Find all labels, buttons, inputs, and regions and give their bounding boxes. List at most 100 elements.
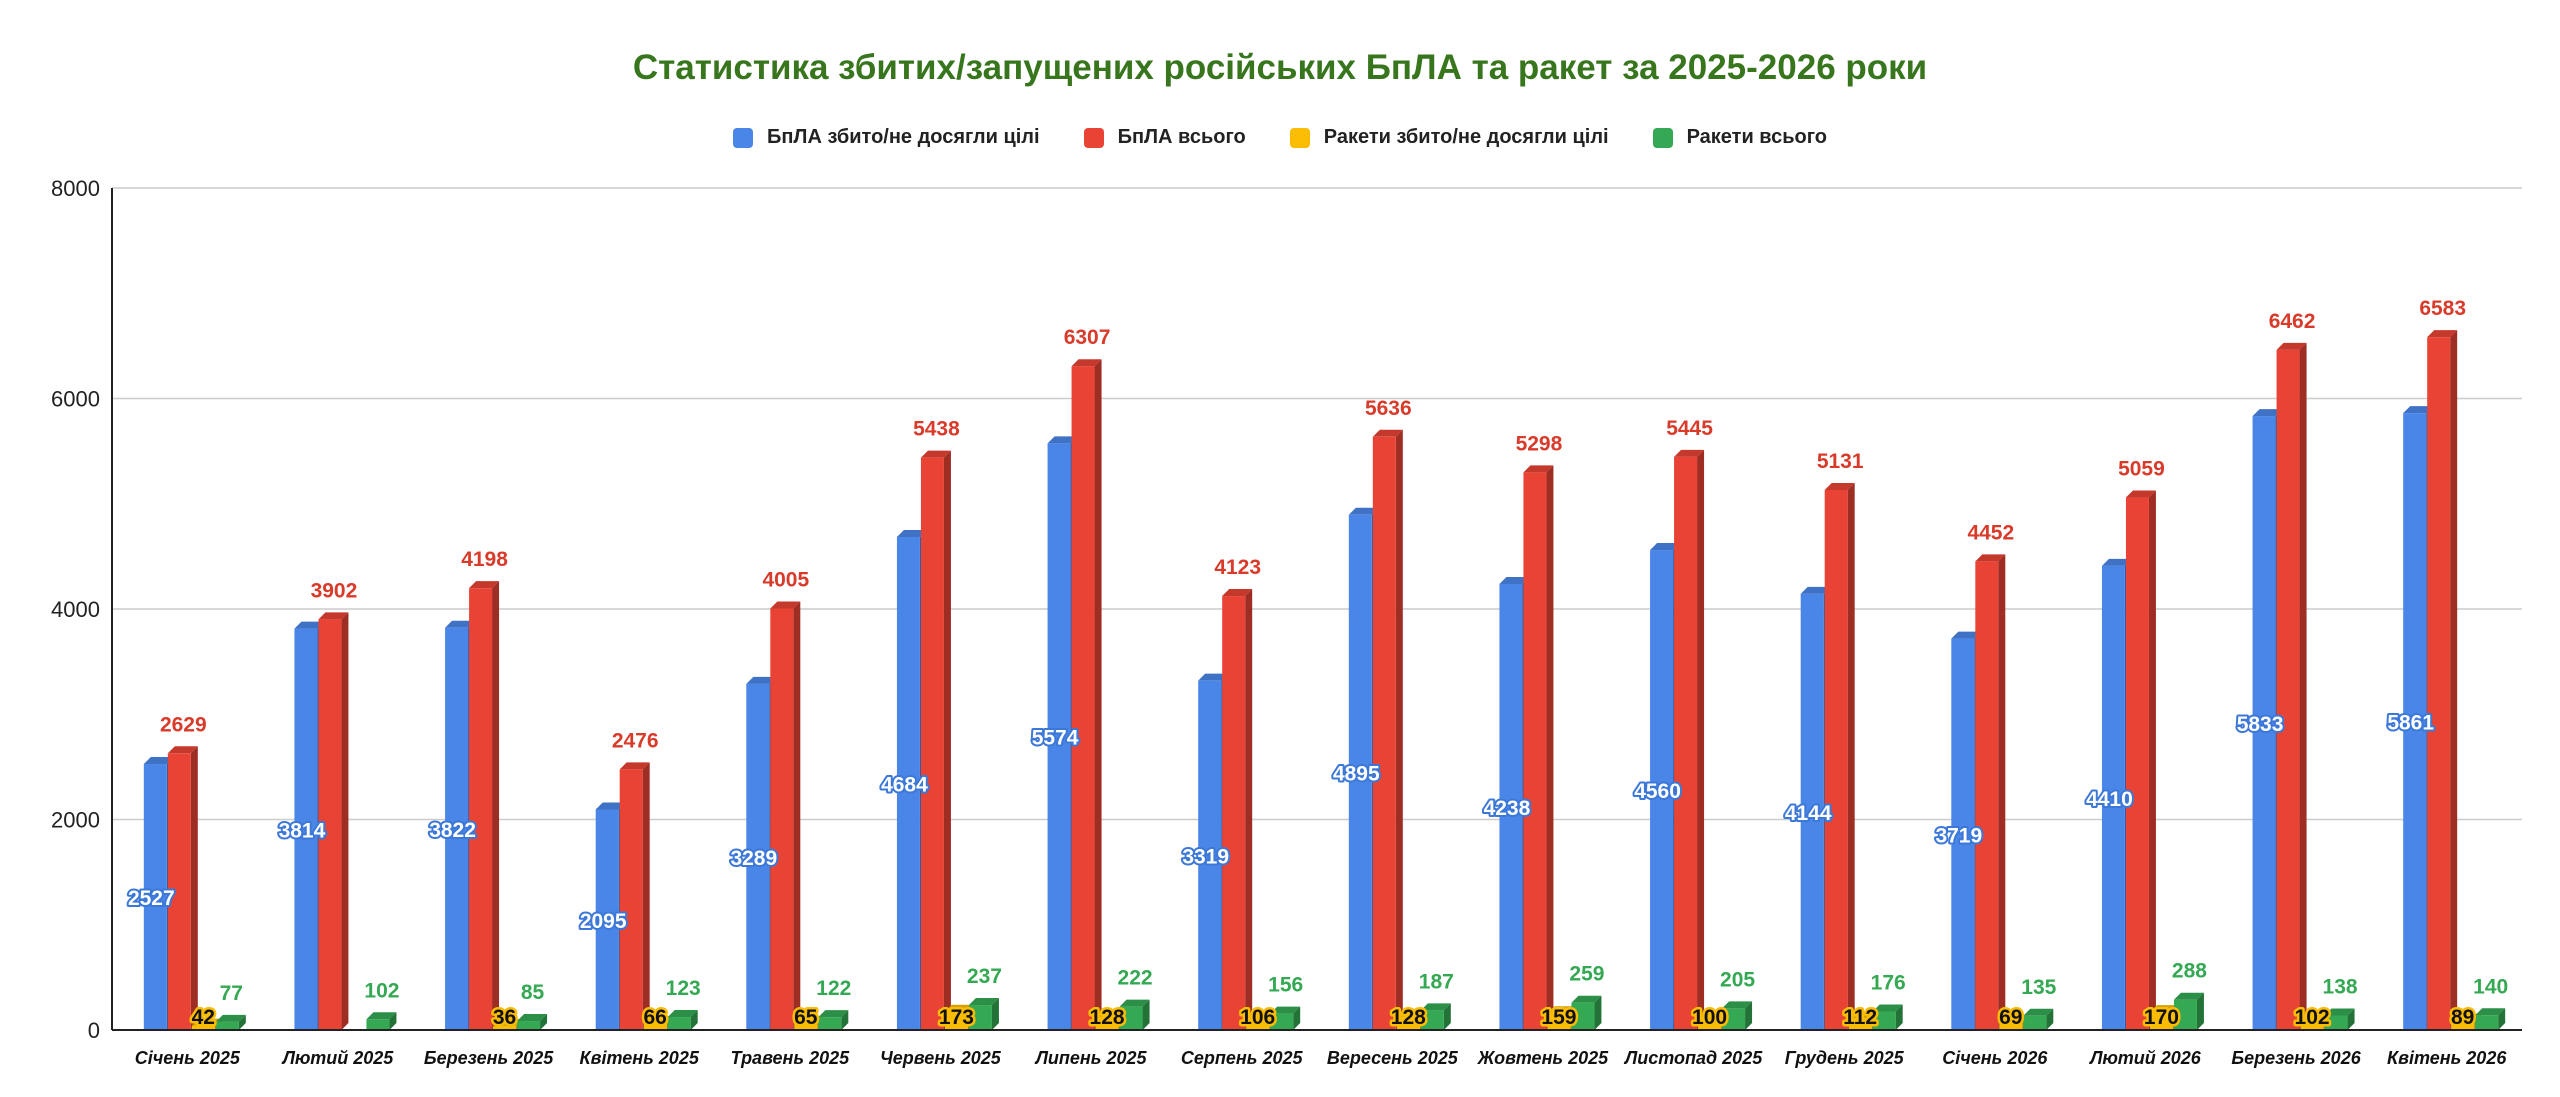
x-tick-label: Січень 2026 (1942, 1048, 2048, 1068)
data-label: 65 (794, 1006, 818, 1029)
bar (1420, 1010, 1444, 1030)
data-label: 4410 (2086, 788, 2133, 811)
legend: БпЛА збито/не досягли цілі БпЛА всього Рак… (0, 126, 2560, 149)
x-tick-label: Листопад 2025 (1623, 1048, 1763, 1068)
data-label: 259 (1569, 963, 1604, 986)
bar-top (1119, 999, 1150, 1007)
bar-top (1674, 449, 1705, 457)
bar (1650, 550, 1674, 1030)
bar (318, 619, 342, 1030)
bar (2125, 497, 2149, 1030)
legend-swatch (1083, 127, 1104, 148)
bar (167, 753, 191, 1030)
bar-top (2252, 409, 2283, 417)
bar-top (770, 601, 801, 609)
data-label: 123 (666, 977, 701, 1000)
data-label: 156 (1268, 974, 1303, 997)
bar-top (2300, 1012, 2331, 1020)
x-tick-label: Липень 2025 (1034, 1048, 1148, 1068)
data-label: 4198 (461, 548, 508, 571)
data-label: 5131 (1817, 450, 1864, 473)
bar-top (944, 1004, 975, 1012)
data-label: 85 (521, 981, 545, 1004)
bar (1523, 472, 1547, 1030)
data-label: 2629 (160, 713, 207, 736)
bar-side (690, 1010, 698, 1030)
bar (294, 628, 318, 1030)
bar-side (1697, 449, 1705, 1030)
bar-side (341, 612, 349, 1030)
bar-side (2299, 342, 2307, 1030)
data-label: 122 (816, 977, 851, 1000)
data-label: 2476 (612, 729, 659, 752)
bar-side (1245, 589, 1253, 1030)
bar-top (1095, 1009, 1126, 1017)
bar (2475, 1015, 2499, 1030)
bar-top (469, 581, 500, 589)
bar (818, 1017, 842, 1030)
bar-top (2173, 992, 2204, 1000)
legend-item: Ракети всього (1652, 126, 1827, 149)
data-label: 4684 (881, 774, 928, 797)
y-tick-label: 6000 (51, 387, 100, 412)
bar-top (1698, 1012, 1729, 1020)
bar (1071, 366, 1095, 1031)
legend-swatch (1289, 127, 1310, 148)
bar (667, 1017, 691, 1030)
data-label: 106 (1240, 1006, 1275, 1029)
bar-top (191, 1018, 222, 1026)
bar-side (1293, 1006, 1301, 1030)
data-label: 6462 (2269, 310, 2316, 333)
bar (517, 1021, 541, 1030)
data-label: 4452 (1967, 521, 2014, 544)
bar-top (1975, 554, 2006, 562)
bar-top (1396, 1009, 1427, 1017)
bar-top (1547, 1006, 1578, 1014)
data-label: 135 (2021, 976, 2056, 999)
data-label: 170 (2144, 1006, 2179, 1029)
bar (1698, 1019, 1722, 1030)
bar (1222, 596, 1246, 1030)
bar-top (167, 746, 198, 754)
bar (1198, 680, 1222, 1030)
bar-top (2475, 1008, 2506, 1016)
bar-side (1594, 995, 1602, 1030)
legend-label: БпЛА збито/не досягли цілі (766, 126, 1040, 148)
bar-top (1722, 1001, 1753, 1009)
bar-top (746, 676, 777, 684)
bar (746, 683, 770, 1030)
bar (794, 1023, 818, 1030)
bar-top (318, 612, 349, 620)
data-label: 4560 (1634, 780, 1681, 803)
bar (1975, 561, 1999, 1030)
bar-top (1047, 436, 1078, 444)
data-label: 159 (1541, 1006, 1576, 1029)
data-label: 4005 (762, 568, 809, 591)
bar (1047, 443, 1071, 1030)
data-label: 128 (1090, 1006, 1125, 1029)
data-label: 6583 (2419, 297, 2466, 320)
bar-side (1847, 482, 1855, 1030)
bar (2324, 1015, 2348, 1030)
data-label: 5861 (2387, 712, 2434, 735)
bar (493, 1026, 517, 1030)
x-tick-label: Серпень 2025 (1181, 1048, 1304, 1068)
bar-top (1951, 631, 1982, 639)
bar (2252, 416, 2276, 1030)
bar-top (667, 1010, 698, 1018)
bar (920, 457, 944, 1030)
data-label: 205 (1720, 968, 1755, 991)
chart-title: Статистика збитих/запущених російських Б… (632, 48, 1928, 87)
bar (469, 588, 493, 1030)
data-label: 6307 (1064, 326, 1111, 349)
data-label: 42 (192, 1006, 215, 1029)
x-tick-label: Квітень 2025 (580, 1048, 700, 1068)
bar-top (968, 998, 999, 1006)
bar-top (1499, 576, 1530, 584)
data-label: 77 (220, 982, 243, 1005)
bar-top (215, 1014, 246, 1022)
y-tick-label: 4000 (51, 597, 100, 622)
bar (1119, 1006, 1143, 1030)
bar (968, 1005, 992, 1030)
bar-top (1872, 1004, 1903, 1012)
